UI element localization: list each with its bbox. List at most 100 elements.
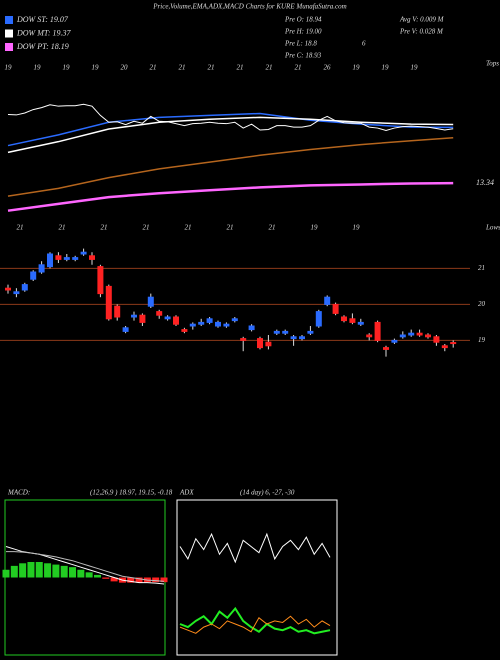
date-label: 21 (237, 64, 244, 72)
candle-body (248, 325, 255, 331)
candle-body (173, 316, 179, 325)
candle-body (122, 327, 129, 332)
date-label: 19 (382, 64, 390, 72)
candle-body (341, 316, 347, 322)
date-label: 21 (266, 64, 273, 72)
date-label: 21 (143, 224, 150, 232)
candle-body (55, 255, 62, 260)
chart-title: Price,Volume,EMA,ADX,MACD Charts for KUR… (152, 3, 346, 11)
candle-body (257, 338, 263, 349)
date-label: 20 (121, 64, 129, 72)
date-label: 21 (227, 224, 234, 232)
macd-bar (2, 569, 10, 578)
date-label: 21 (185, 224, 192, 232)
date-label: 21 (59, 224, 66, 232)
candle-body (441, 345, 448, 349)
candle-body (156, 311, 163, 316)
candle-body (198, 321, 205, 325)
macd-bar (135, 577, 143, 583)
candle-body (181, 329, 188, 332)
ema-line (7, 137, 454, 197)
candle-body (324, 296, 331, 305)
macd-bar (19, 563, 27, 578)
candle-body (114, 305, 121, 318)
adx-frame (176, 499, 338, 656)
legend-swatch (5, 29, 13, 38)
candle-body (425, 334, 431, 338)
info-text: Pre O: 18.94 (284, 16, 322, 24)
legend-swatch (5, 43, 13, 51)
candle-body (357, 321, 364, 325)
candle-body (215, 321, 221, 327)
candle-body (147, 296, 154, 307)
candle-body (189, 323, 196, 327)
candle-body (206, 318, 213, 323)
candle-body (30, 271, 37, 280)
candle-body (290, 336, 297, 340)
candle-body (349, 318, 356, 323)
info-text: Pre V: 0.028 M (399, 28, 444, 36)
candle-body (307, 330, 314, 334)
legend-label: DOW MT: 19.37 (16, 28, 72, 37)
candle-body (47, 253, 53, 268)
candle-body (72, 257, 79, 260)
candle-body (5, 287, 11, 291)
candle-body (38, 264, 45, 273)
candle-body (231, 318, 238, 322)
macd-bar (27, 562, 35, 578)
annotation: 13.34 (476, 178, 494, 187)
date-label: 21 (150, 64, 157, 72)
date-label: 19 (353, 64, 361, 72)
candle-body (164, 316, 171, 320)
candle-body (139, 314, 146, 323)
candle-body (63, 257, 70, 260)
macd-bar (77, 569, 85, 578)
date-label: 19 (63, 64, 71, 72)
candle-body (13, 291, 20, 295)
macd-bar (60, 565, 68, 578)
y-tick-label: 21 (478, 264, 485, 272)
legend-label: DOW PT: 18.19 (16, 42, 69, 51)
annotation: Lows (485, 224, 500, 232)
ema-line (7, 112, 454, 147)
date-label: 21 (269, 224, 276, 232)
info-text: Pre H: 19.00 (284, 28, 322, 36)
candle-body (21, 284, 28, 291)
candle-body (273, 330, 280, 334)
date-label: 21 (208, 64, 215, 72)
macd-bar (35, 562, 43, 578)
adx-line (179, 606, 331, 635)
y-tick-label: 19 (478, 336, 486, 344)
date-label: 21 (295, 64, 302, 72)
ema-line (7, 116, 454, 154)
date-label: 21 (101, 224, 108, 232)
candle-body (97, 266, 104, 295)
candle-body (105, 285, 112, 320)
macd-bar (52, 564, 60, 578)
date-label: 26 (324, 64, 332, 72)
date-label: 19 (5, 64, 13, 72)
date-label: 19 (34, 64, 42, 72)
candle-body (383, 347, 389, 350)
panel-title: MACD: (7, 489, 30, 497)
candle-body (391, 339, 398, 343)
candle-body (332, 303, 339, 314)
candle-body (282, 330, 289, 334)
date-label: 19 (92, 64, 100, 72)
candle-body (374, 321, 381, 341)
candle-body (240, 338, 247, 341)
macd-bar (152, 577, 160, 583)
candle-body (223, 323, 230, 327)
price-line (7, 103, 454, 132)
candle-body (450, 342, 457, 345)
date-label: 19 (311, 224, 319, 232)
macd-bar (10, 565, 18, 578)
adx-line (179, 615, 331, 634)
candle-body (408, 332, 415, 336)
panel-params: (12,26,9 ) 18.97, 19.15, -0.18 (90, 489, 173, 497)
candle-body (131, 314, 137, 318)
macd-bar (102, 577, 110, 579)
macd-bar (44, 563, 52, 578)
candle-body (89, 255, 95, 260)
macd-bar (127, 577, 135, 583)
